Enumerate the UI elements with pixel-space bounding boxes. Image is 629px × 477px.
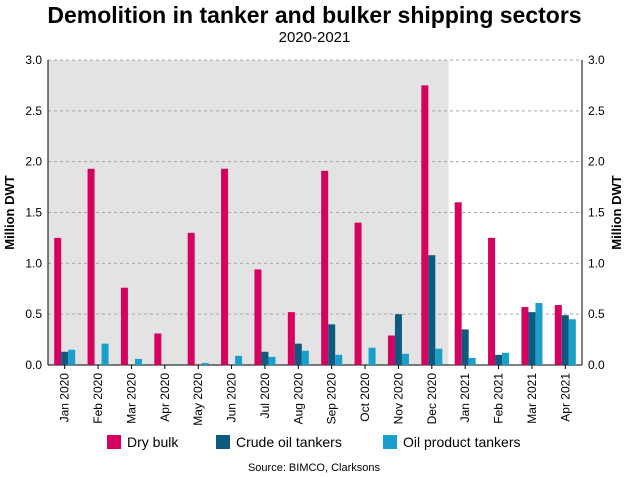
x-tick-label: Jul 2020 (258, 373, 272, 419)
bar-oil-product-tankers (268, 356, 276, 365)
chart-title: Demolition in tanker and bulker shipping… (47, 2, 582, 28)
bar-dry-bulk (521, 307, 529, 365)
legend-label: Crude oil tankers (236, 434, 342, 450)
y-tick-label-right: 1.0 (588, 256, 605, 270)
x-tick-label: Aug 2020 (291, 373, 305, 425)
x-tick-label: Apr 2020 (158, 373, 172, 422)
y-tick-label-left: 1.0 (25, 256, 42, 270)
x-tick-label: Sep 2020 (325, 373, 339, 425)
bar-dry-bulk (120, 287, 128, 365)
bar-crude-oil-tankers (428, 255, 436, 365)
chart-subtitle: 2020-2021 (278, 29, 351, 46)
x-tick-label: Oct 2020 (358, 373, 372, 422)
bar-dry-bulk (87, 168, 95, 365)
bar-oil-product-tankers (235, 355, 243, 365)
bar-oil-product-tankers (468, 357, 476, 365)
x-tick-label: Feb 2020 (91, 373, 105, 424)
x-tick-label: May 2020 (191, 373, 205, 426)
x-tick-label: Dec 2020 (425, 373, 439, 425)
x-tick-label: Apr 2021 (558, 373, 572, 422)
bar-oil-product-tankers (301, 350, 309, 365)
x-tick-label: Jan 2020 (58, 373, 72, 423)
bar-crude-oil-tankers (561, 315, 569, 365)
x-tick-label: Mar 2020 (124, 373, 138, 424)
y-tick-label-right: 0.5 (588, 307, 605, 321)
y-tick-label-left: 2.5 (25, 104, 42, 118)
y-tick-label-left: 0.0 (25, 358, 42, 372)
y-tick-label-left: 3.0 (25, 53, 42, 67)
y-tick-label-left: 2.0 (25, 155, 42, 169)
bar-oil-product-tankers (368, 347, 376, 365)
y-tick-label-left: 0.5 (25, 307, 42, 321)
bar-dry-bulk (354, 222, 362, 365)
bar-crude-oil-tankers (495, 354, 503, 365)
bar-oil-product-tankers (335, 354, 343, 365)
y-tick-label-right: 3.0 (588, 53, 605, 67)
bar-crude-oil-tankers (461, 329, 469, 365)
legend-swatch (383, 435, 397, 449)
bar-oil-product-tankers (435, 348, 443, 365)
y-tick-label-right: 0.0 (588, 358, 605, 372)
y-axis-title-left: Million DWT (2, 175, 17, 249)
bar-crude-oil-tankers (328, 324, 336, 365)
bar-oil-product-tankers (201, 362, 209, 365)
bar-dry-bulk (421, 85, 429, 366)
chart-source: Source: BIMCO, Clarksons (248, 462, 381, 474)
bar-dry-bulk (54, 237, 62, 365)
bar-oil-product-tankers (535, 302, 543, 365)
y-axis-title-right: Million DWT (609, 175, 624, 249)
bar-dry-bulk (154, 333, 162, 365)
bar-oil-product-tankers (134, 358, 142, 365)
y-tick-label-right: 2.0 (588, 155, 605, 169)
bar-dry-bulk (488, 237, 496, 365)
x-tick-label: Feb 2021 (492, 373, 506, 424)
bar-crude-oil-tankers (61, 351, 69, 365)
bar-dry-bulk (387, 335, 395, 365)
bar-dry-bulk (554, 305, 562, 365)
y-tick-label-right: 2.5 (588, 104, 605, 118)
x-tick-label: Mar 2021 (525, 373, 539, 424)
bar-oil-product-tankers (101, 343, 109, 365)
bar-dry-bulk (254, 269, 262, 365)
legend-swatch (216, 435, 230, 449)
bar-dry-bulk (287, 312, 295, 365)
y-tick-label-left: 1.5 (25, 206, 42, 220)
bar-crude-oil-tankers (294, 343, 302, 365)
bar-oil-product-tankers (68, 349, 76, 365)
bar-oil-product-tankers (401, 353, 409, 365)
y-tick-label-right: 1.5 (588, 206, 605, 220)
legend-swatch (107, 435, 121, 449)
x-tick-label: Nov 2020 (391, 373, 405, 425)
bar-oil-product-tankers (502, 352, 510, 365)
legend-label: Oil product tankers (403, 434, 521, 450)
bar-dry-bulk (187, 232, 195, 365)
legend-label: Dry bulk (127, 434, 179, 450)
bar-crude-oil-tankers (261, 351, 269, 365)
bar-dry-bulk (321, 170, 329, 365)
x-tick-label: Jan 2021 (458, 373, 472, 423)
bar-dry-bulk (454, 202, 462, 365)
x-tick-label: Jun 2020 (225, 373, 239, 423)
bar-crude-oil-tankers (528, 312, 536, 365)
bar-crude-oil-tankers (394, 314, 402, 365)
bar-oil-product-tankers (568, 319, 576, 365)
bar-dry-bulk (221, 168, 229, 365)
